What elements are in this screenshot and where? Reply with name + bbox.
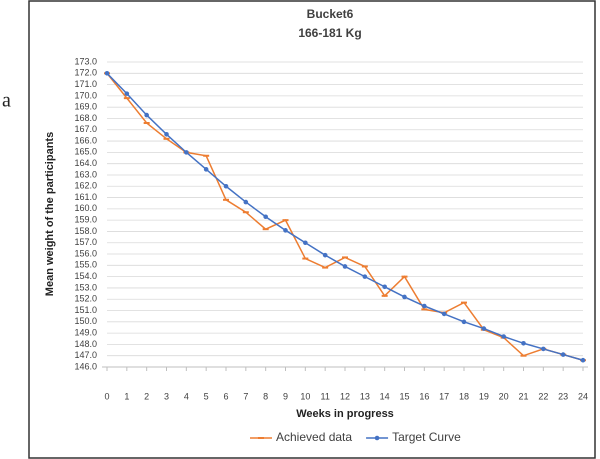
x-tick-label: 8 (263, 391, 268, 401)
chart-frame (28, 0, 596, 459)
y-tick-label: 173.0 (74, 56, 97, 66)
x-tick-label: 7 (243, 391, 248, 401)
x-tick-label: 0 (104, 391, 109, 401)
legend-marker (374, 435, 380, 441)
y-tick-label: 154.0 (74, 271, 97, 281)
point (560, 352, 566, 357)
x-tick-label: 13 (360, 391, 370, 401)
x-tick-label: 23 (558, 391, 568, 401)
point (104, 70, 110, 76)
point (402, 294, 407, 300)
y-tick-label: 152.0 (74, 294, 97, 304)
point (501, 334, 506, 339)
x-tick-label: 12 (340, 391, 350, 401)
point (461, 319, 467, 325)
point (263, 214, 268, 220)
legend-label: Achieved data (276, 430, 352, 444)
x-tick-label: 6 (223, 391, 228, 401)
y-tick-label: 165.0 (74, 147, 97, 157)
point (164, 131, 169, 137)
x-axis-title: Weeks in progress (296, 408, 394, 420)
y-tick-label: 166.0 (74, 135, 97, 145)
x-tick-label: 20 (499, 391, 509, 401)
point (481, 326, 487, 331)
point (382, 284, 387, 290)
chart-title: Bucket6 (307, 7, 354, 21)
y-tick-label: 171.0 (74, 79, 97, 89)
x-tick-label: 18 (459, 391, 469, 401)
y-tick-label: 172.0 (74, 68, 97, 78)
x-tick-label: 3 (164, 391, 169, 401)
x-tick-label: 16 (419, 391, 429, 401)
y-tick-label: 146.0 (74, 361, 97, 371)
x-tick-label: 2 (144, 391, 149, 401)
y-tick-label: 155.0 (74, 260, 97, 270)
x-tick-label: 14 (380, 391, 390, 401)
y-tick-label: 148.0 (74, 339, 97, 349)
chart-subtitle: 166-181 Kg (298, 26, 361, 40)
point (441, 311, 447, 317)
legend-label: Target Curve (392, 430, 461, 444)
point (362, 274, 368, 279)
y-tick-label: 169.0 (74, 102, 97, 112)
y-tick-label: 147.0 (74, 350, 97, 360)
point (184, 150, 189, 155)
x-tick-label: 22 (538, 391, 548, 401)
x-tick-label: 11 (320, 391, 329, 401)
point (422, 303, 427, 309)
x-tick-label: 15 (399, 391, 409, 401)
point (521, 340, 526, 346)
y-tick-label: 150.0 (74, 316, 97, 326)
y-tick-label: 149.0 (74, 327, 97, 337)
point (322, 252, 328, 258)
y-tick-label: 168.0 (74, 113, 97, 123)
x-tick-label: 24 (578, 391, 588, 401)
y-tick-label: 167.0 (74, 124, 97, 134)
y-tick-label: 157.0 (74, 237, 97, 247)
y-tick-label: 161.0 (74, 192, 97, 202)
y-tick-label: 158.0 (74, 226, 97, 236)
x-tick-label: 17 (439, 391, 449, 401)
y-tick-label: 156.0 (74, 248, 97, 258)
point (303, 240, 308, 246)
point (342, 264, 348, 269)
x-tick-label: 9 (283, 391, 288, 401)
y-tick-label: 153.0 (74, 282, 97, 292)
y-tick-label: 159.0 (74, 215, 97, 225)
point (223, 183, 229, 189)
y-tick-label: 170.0 (74, 90, 97, 100)
x-tick-label: 5 (204, 391, 209, 401)
x-tick-label: 10 (300, 391, 310, 401)
x-tick-label: 21 (518, 391, 528, 401)
point (124, 91, 130, 96)
point (144, 112, 149, 118)
y-tick-label: 164.0 (74, 158, 97, 168)
x-tick-label: 4 (184, 391, 189, 401)
point (203, 167, 209, 172)
y-tick-label: 162.0 (74, 181, 97, 191)
y-tick-label: 160.0 (74, 203, 97, 213)
x-tick-label: 19 (479, 391, 489, 401)
point (541, 346, 546, 352)
x-tick-label: 1 (124, 391, 129, 401)
y-axis-title: Mean weight of the participants (44, 132, 56, 296)
side-text: a (2, 90, 11, 112)
point (580, 357, 586, 363)
point (283, 228, 288, 233)
y-tick-label: 163.0 (74, 169, 97, 179)
point (243, 199, 249, 205)
y-tick-label: 151.0 (74, 305, 97, 315)
